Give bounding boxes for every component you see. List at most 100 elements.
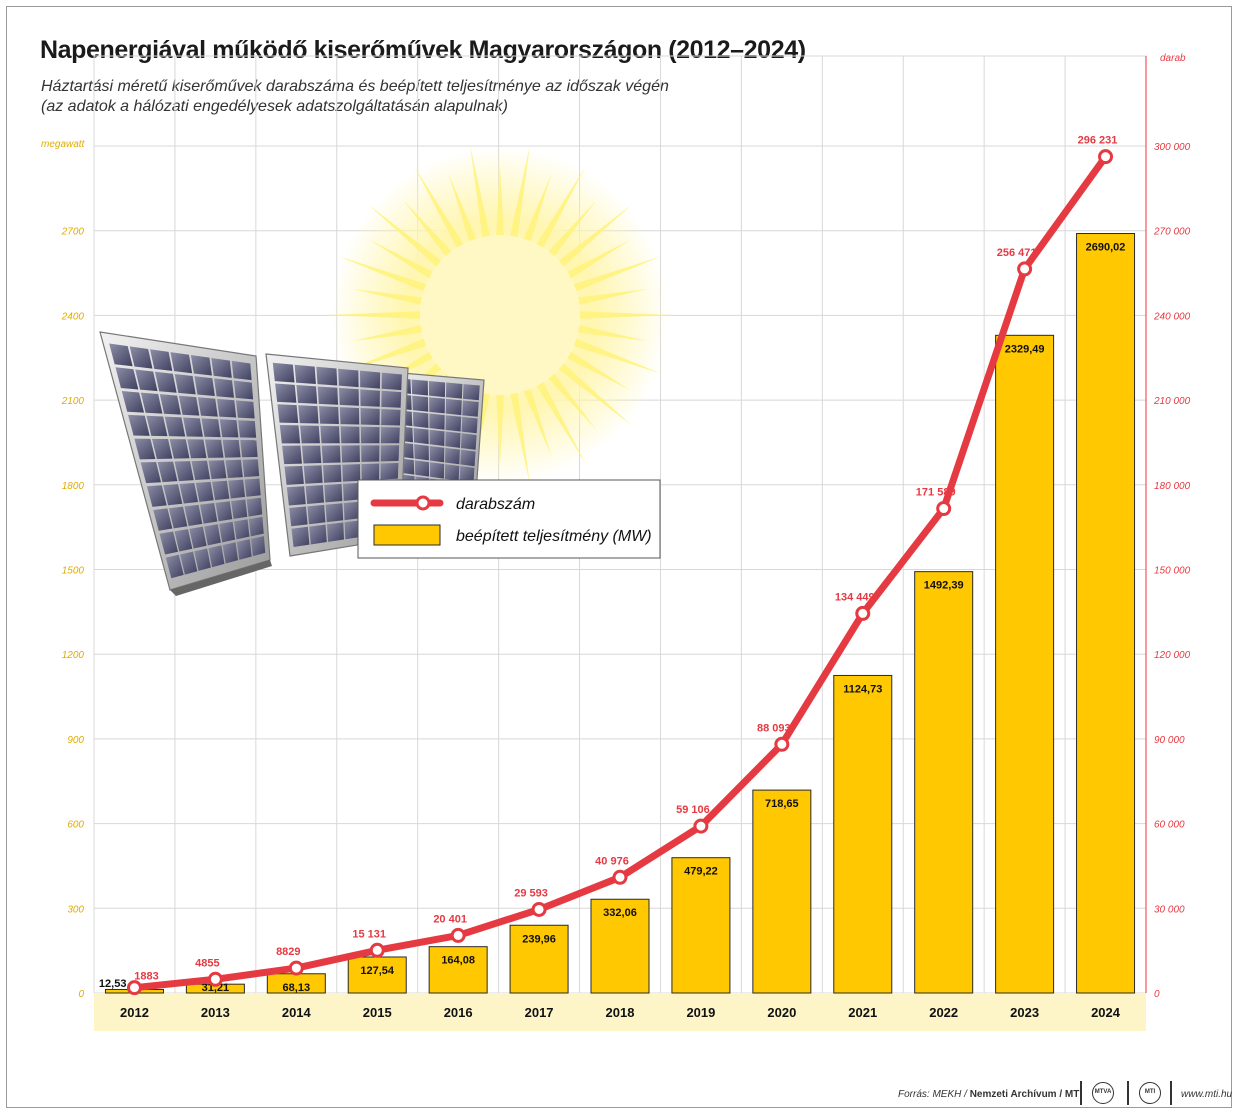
solar-cell — [279, 425, 301, 444]
left-tick-label: 2700 — [61, 227, 85, 238]
solar-cell — [316, 366, 338, 386]
solar-cell — [164, 416, 186, 437]
solar-cell — [445, 398, 462, 416]
solar-cell — [307, 504, 326, 525]
right-axis-unit: darab — [1160, 53, 1186, 64]
solar-cell — [219, 521, 236, 543]
solar-cell — [244, 478, 261, 497]
solar-cell — [325, 503, 344, 523]
x-tick-label: 2019 — [686, 1005, 715, 1020]
count-point-2024 — [1098, 149, 1114, 165]
legend-bar-swatch — [373, 524, 441, 546]
solar-cell — [412, 395, 429, 412]
sun-ray — [576, 288, 648, 306]
x-tick-label: 2021 — [848, 1005, 877, 1020]
left-tick-label: 2100 — [61, 396, 85, 407]
bar-2018 — [590, 898, 650, 994]
x-tick-label: 2017 — [525, 1005, 554, 1020]
source-prefix: Forrás: MEKH / — [898, 1089, 970, 1100]
sun-ray — [565, 350, 630, 390]
left-tick-label: 1800 — [62, 481, 85, 492]
sun-ray — [522, 174, 552, 244]
solar-cell — [208, 545, 225, 568]
left-tick-label: 0 — [78, 989, 84, 1000]
sun-ray — [509, 391, 530, 485]
solar-cell — [199, 503, 218, 524]
legend-label-capacity: beépített teljesítmény (MW) — [456, 528, 652, 545]
solar-cell — [446, 382, 463, 399]
infographic-frame — [6, 6, 1232, 1108]
solar-cell — [460, 449, 476, 467]
solar-cell — [216, 398, 237, 418]
solar-cell — [215, 501, 233, 522]
solar-cell — [150, 349, 173, 371]
solar-cell — [428, 381, 446, 398]
solar-cell — [140, 462, 162, 484]
right-tick-label: 90 000 — [1154, 735, 1185, 746]
bar-2021 — [833, 674, 893, 994]
solar-cell — [208, 460, 227, 480]
bar-2022 — [914, 571, 974, 994]
solar-cell — [189, 526, 207, 549]
solar-cell — [286, 486, 306, 506]
x-tick-label: 2018 — [606, 1005, 635, 1020]
count-point-2022 — [936, 501, 952, 517]
solar-cell — [317, 386, 339, 405]
solar-cell — [320, 425, 340, 444]
sun-ray — [535, 380, 586, 464]
right-tick-label: 30 000 — [1154, 904, 1185, 915]
x-tick-label: 2024 — [1091, 1005, 1121, 1020]
solar-cell — [174, 529, 193, 552]
left-tick-label: 900 — [67, 735, 84, 746]
solar-cell — [190, 355, 212, 376]
solar-cell — [152, 438, 173, 459]
x-tick-label: 2015 — [363, 1005, 392, 1020]
bar-2020 — [752, 789, 812, 994]
sun-ray — [565, 240, 630, 280]
count-value-label: 15 131 — [352, 928, 386, 940]
bar-value-label: 332,06 — [603, 907, 637, 919]
bar-2019 — [671, 857, 731, 994]
bar-value-label: 718,65 — [765, 798, 799, 810]
solar-cell — [343, 482, 361, 501]
solar-cell — [174, 373, 196, 395]
solar-cell — [429, 429, 445, 447]
solar-cell — [277, 404, 299, 424]
subtitle-line-1: Háztartási méretű kiserőművek darabszáma… — [41, 78, 669, 95]
count-point-2016 — [450, 927, 466, 943]
solar-cell — [197, 397, 218, 417]
solar-cell — [159, 394, 181, 415]
bar-value-label: 31,21 — [202, 982, 230, 994]
solar-cell — [381, 390, 402, 408]
x-tick-label: 2020 — [767, 1005, 796, 1020]
solar-cell — [246, 497, 263, 517]
x-tick-label: 2016 — [444, 1005, 473, 1020]
solar-cell — [242, 459, 260, 477]
solar-cell — [225, 459, 243, 479]
left-tick-label: 1500 — [62, 566, 85, 577]
x-tick-label: 2023 — [1010, 1005, 1039, 1020]
sun-ray — [576, 324, 648, 342]
bar-value-label: 127,54 — [360, 965, 395, 977]
solar-cell — [444, 464, 460, 481]
solar-cell — [338, 387, 359, 406]
solar-cell — [289, 506, 308, 527]
right-tick-label: 300 000 — [1154, 142, 1191, 153]
legend-label-count: darabszám — [456, 496, 535, 513]
solar-cell — [129, 346, 153, 369]
solar-cell — [461, 416, 478, 434]
solar-cell — [183, 417, 203, 437]
solar-cell — [165, 554, 184, 579]
sun-ray — [352, 288, 424, 306]
right-tick-label: 210 000 — [1153, 396, 1191, 407]
year-band — [94, 993, 1146, 1031]
solar-cell — [251, 536, 266, 557]
solar-cell — [445, 447, 460, 465]
solar-panel-edge — [170, 560, 272, 596]
count-value-label: 256 471 — [997, 247, 1037, 259]
solar-cell — [380, 445, 400, 462]
solar-cell — [146, 485, 167, 507]
solar-cell — [381, 372, 402, 391]
count-value-label: 134 449 — [835, 591, 875, 603]
